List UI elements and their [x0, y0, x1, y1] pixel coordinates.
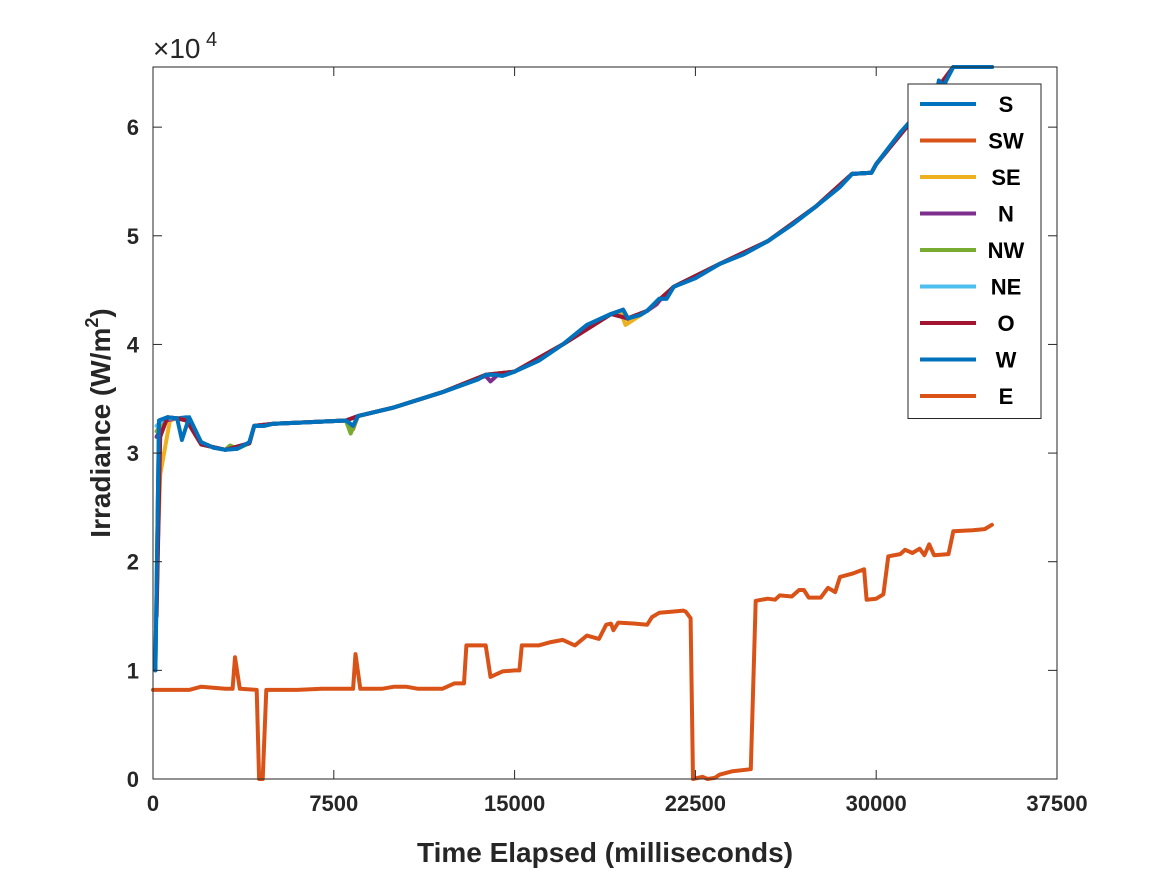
x-tick-label: 0 [147, 791, 159, 816]
legend-label-e: E [999, 384, 1014, 409]
x-tick-label: 37500 [1026, 791, 1087, 816]
axis-ticks: 0 7500 15000 22500 30000 37500 0 1 2 3 4 5 6 [127, 67, 1088, 816]
y-tick-label: 4 [127, 332, 140, 357]
legend-label-w: W [996, 348, 1017, 373]
y-axis-label-main: Irradiance (W/m [85, 328, 116, 538]
y-axis-label-tail: ) [85, 308, 116, 317]
y-axis-label-superscript: 2 [82, 318, 102, 328]
y-axis-exponent-base: ×10 [153, 33, 201, 64]
y-axis-label: Irradiance (W/m2) [82, 308, 116, 537]
x-axis-label: Time Elapsed (milliseconds) [417, 837, 793, 868]
legend-label-o: O [997, 311, 1014, 336]
y-tick-label: 1 [127, 658, 139, 683]
x-tick-label: 7500 [309, 791, 358, 816]
y-tick-label: 2 [127, 550, 139, 575]
x-tick-label: 22500 [665, 791, 726, 816]
y-tick-label: 0 [127, 767, 139, 792]
legend-label-se: SE [991, 165, 1020, 190]
legend-label-ne: NE [991, 275, 1022, 300]
legend-label-sw: SW [988, 129, 1024, 154]
x-tick-label: 15000 [484, 791, 545, 816]
x-tick-label: 30000 [846, 791, 907, 816]
legend-label-nw: NW [988, 238, 1025, 263]
legend-label-n: N [998, 202, 1014, 227]
y-tick-label: 6 [127, 115, 139, 140]
series-line-e [151, 522, 994, 781]
series-line-w [153, 65, 994, 673]
y-tick-label: 5 [127, 224, 139, 249]
series-layer [151, 65, 994, 781]
legend: S SW SE N NW NE OWE [907, 83, 1042, 419]
plot-area-frame [152, 66, 1058, 780]
legend-label-s: S [999, 92, 1014, 117]
y-axis-exponent-power: 4 [206, 29, 217, 51]
y-tick-label: 3 [127, 441, 139, 466]
